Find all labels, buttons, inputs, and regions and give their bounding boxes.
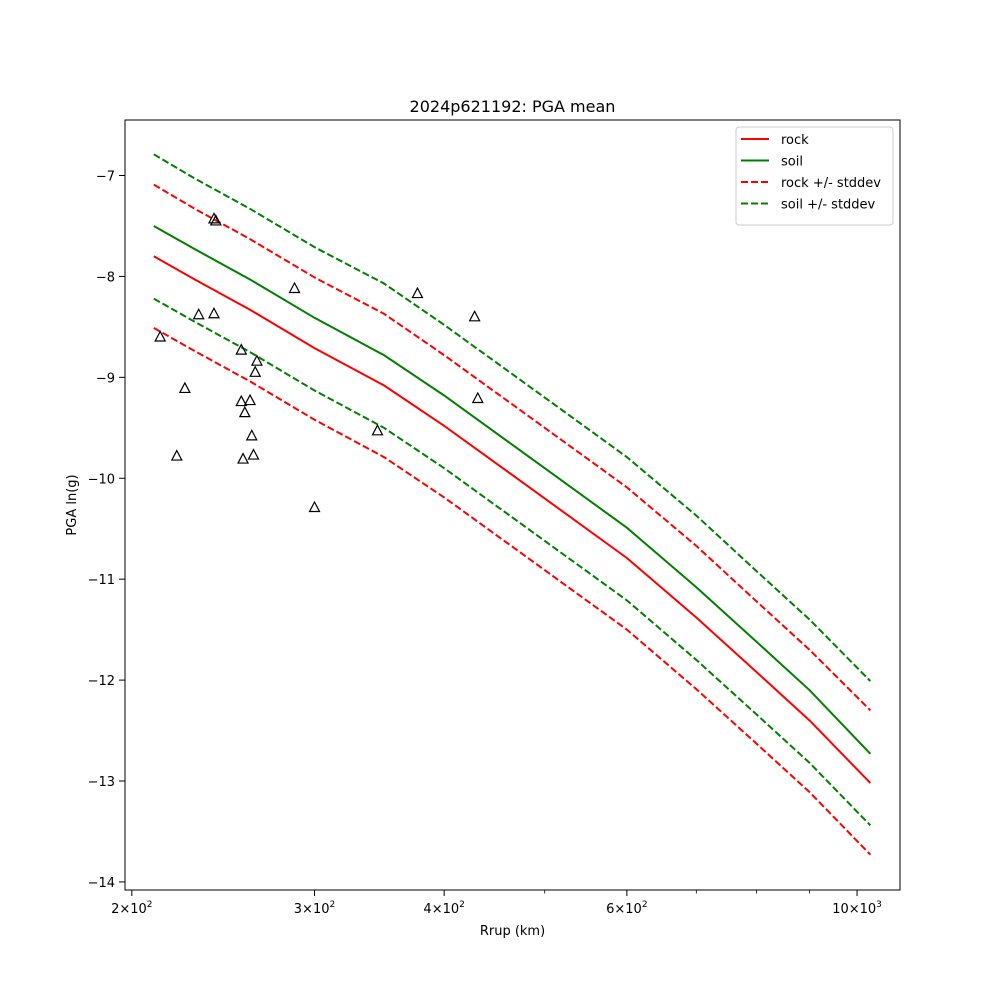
- legend: rock soil rock +/- stddev soil +/- stddev: [735, 126, 894, 226]
- series-line-0: [153, 255, 872, 784]
- x-tick-label-0: 2×102: [111, 900, 152, 917]
- y-tick-label-7: −14: [88, 876, 115, 891]
- observation-marker-14: [249, 365, 262, 377]
- y-tick-label-4: −11: [88, 573, 115, 588]
- observation-marker-4: [207, 212, 220, 224]
- y-axis: −7 −8 −9 −10 −11 −12 −13 −14: [88, 170, 125, 891]
- observation-marker-12: [245, 429, 258, 441]
- observation-marker-18: [371, 424, 384, 436]
- x-tick-label-3: 6×102: [606, 900, 647, 917]
- x-tick-label-1: 3×102: [294, 900, 335, 917]
- legend-box: [735, 126, 894, 226]
- observation-marker-7: [235, 343, 248, 355]
- observation-marker-2: [178, 381, 191, 394]
- observation-marker-20: [468, 310, 481, 322]
- series-line-5: [153, 297, 872, 827]
- y-tick-label-3: −10: [88, 472, 115, 487]
- y-tick-label-2: −9: [96, 371, 115, 386]
- plot-area-frame: [124, 119, 901, 891]
- legend-label-0: rock: [781, 133, 809, 148]
- chart-title: 2024p621192: PGA mean: [410, 97, 616, 116]
- observation-marker-8: [235, 394, 248, 407]
- observation-marker-11: [244, 393, 257, 406]
- x-axis-label: Rrup (km): [480, 924, 545, 939]
- observation-marker-15: [250, 354, 263, 366]
- y-axis-label: PGA ln(g): [65, 474, 80, 535]
- y-tick-label-6: −13: [88, 775, 115, 790]
- observation-marker-17: [308, 500, 321, 513]
- series-line-2: [153, 183, 872, 712]
- y-tick-label-5: −12: [88, 674, 115, 689]
- y-tick-label-0: −7: [96, 170, 115, 185]
- observation-marker-10: [238, 405, 251, 418]
- observation-marker-1: [170, 449, 183, 461]
- series-line-1: [153, 225, 872, 755]
- observation-marker-21: [471, 391, 484, 404]
- observation-marker-5: [207, 306, 220, 319]
- observation-marker-19: [411, 286, 424, 299]
- observation-markers: [154, 212, 484, 513]
- observation-marker-16: [288, 281, 301, 294]
- series-layer: [153, 153, 872, 856]
- observation-marker-9: [237, 452, 250, 464]
- legend-label-1: soil: [781, 155, 803, 170]
- legend-label-2: rock +/- stddev: [781, 176, 881, 191]
- observation-marker-3: [192, 307, 205, 320]
- series-line-4: [153, 153, 872, 682]
- observation-marker-13: [247, 448, 260, 460]
- x-tick-label-4: 10×103: [832, 900, 882, 917]
- observation-marker-6: [209, 214, 222, 226]
- series-line-3: [153, 327, 872, 856]
- legend-label-3: soil +/- stddev: [781, 198, 876, 213]
- x-axis: 2×102 3×102 4×102 6×102 10×103: [111, 890, 882, 917]
- x-tick-label-2: 4×102: [423, 900, 464, 917]
- observation-marker-0: [154, 330, 167, 342]
- y-tick-label-1: −8: [96, 270, 115, 285]
